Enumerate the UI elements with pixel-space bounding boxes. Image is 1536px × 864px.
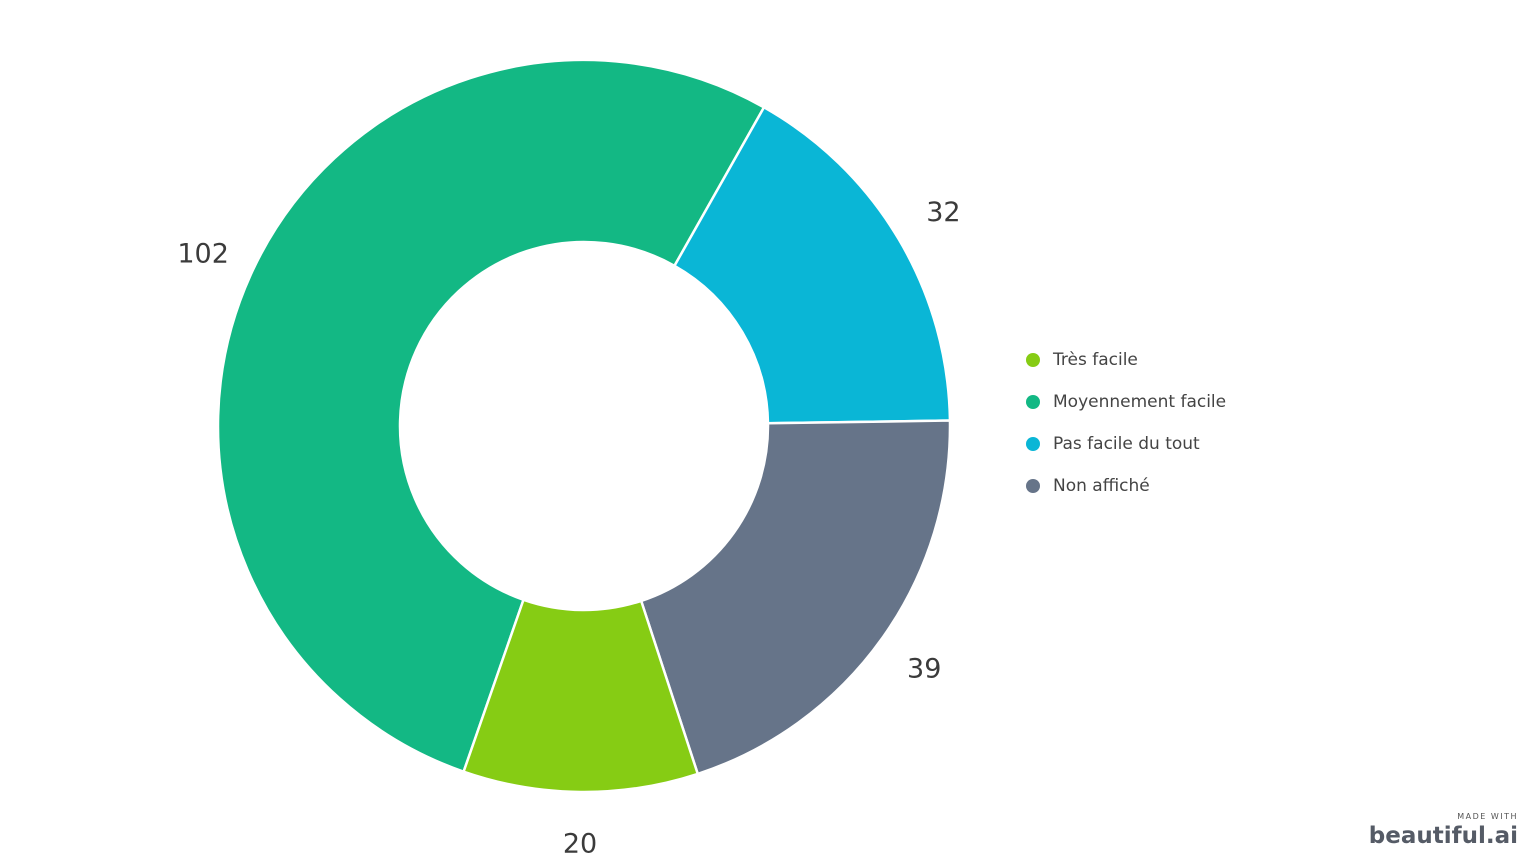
data-label-pas-facile-du-tout: 32 (926, 197, 960, 228)
legend-item-non-affiche[interactable]: Non affiché (1026, 465, 1226, 507)
watermark-caption: MADE WITH (1457, 812, 1518, 821)
legend-swatch (1026, 437, 1040, 451)
donut-slice-pas-facile-du-tout[interactable] (672, 105, 952, 425)
legend-swatch (1026, 353, 1040, 367)
made-with-watermark[interactable]: MADE WITH beautiful.ai (1369, 813, 1518, 848)
donut-slice-moyennement-facile[interactable] (216, 58, 766, 774)
legend-label: Non affiché (1053, 476, 1150, 496)
legend-label: Moyennement facile (1053, 392, 1227, 412)
data-label-non-affiche: 39 (907, 653, 941, 684)
donut-slice-tres-facile[interactable] (462, 598, 700, 794)
data-label-moyennement-facile: 102 (177, 238, 229, 269)
legend-swatch (1026, 395, 1040, 409)
legend-label: Pas facile du tout (1053, 434, 1200, 454)
legend-swatch (1026, 479, 1040, 493)
legend-label: Très facile (1053, 350, 1138, 370)
legend-item-pas-facile-du-tout[interactable]: Pas facile du tout (1026, 423, 1226, 465)
watermark-brand: beautiful.ai (1368, 823, 1518, 849)
legend-item-moyennement-facile[interactable]: Moyennement facile (1026, 381, 1226, 423)
chart-legend: Très facile Moyennement facile Pas facil… (1026, 339, 1226, 507)
legend-item-tres-facile[interactable]: Très facile (1026, 339, 1226, 381)
donut-slice-non-affiche[interactable] (639, 419, 952, 776)
data-label-tres-facile: 20 (563, 828, 597, 859)
